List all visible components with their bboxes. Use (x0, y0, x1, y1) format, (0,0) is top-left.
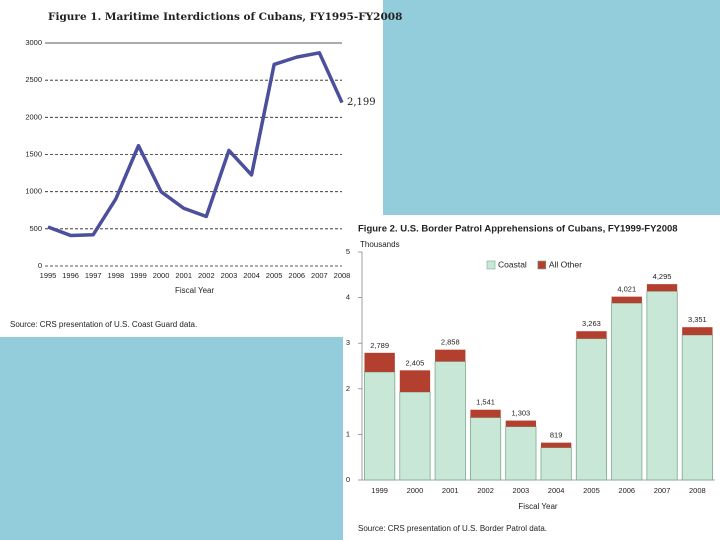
y-tick-label: 4 (346, 293, 350, 302)
bar-segment (681, 334, 713, 481)
source-note: Source: CRS presentation of U.S. Coast G… (10, 320, 197, 329)
y-tick-label: 2500 (25, 75, 42, 84)
total-label: 2,405 (406, 358, 425, 367)
total-label: 2,858 (441, 338, 460, 347)
bar-segment (435, 349, 466, 362)
total-label: 3,351 (688, 315, 707, 324)
y-tick-label: 2 (346, 384, 350, 393)
x-tick-label: 1997 (85, 271, 102, 280)
y-tick-label: 1 (346, 429, 350, 438)
chart-title: Figure 1. Maritime Interdictions of Cuba… (48, 11, 402, 23)
x-tick-label: 1999 (371, 486, 388, 495)
bar-segment (505, 426, 537, 481)
bar-segment (364, 352, 395, 372)
x-tick-label: 1999 (130, 271, 147, 280)
bar-segment (540, 442, 572, 448)
bar-segment (682, 327, 713, 335)
bar-segment (575, 338, 608, 481)
x-tick-label: 2008 (334, 271, 351, 280)
total-label: 4,295 (653, 272, 672, 281)
bar-segment (540, 447, 572, 481)
x-tick-label: 2002 (477, 486, 494, 495)
bar-segment (611, 296, 642, 304)
bar-segment (470, 409, 501, 418)
x-tick-label: 2002 (198, 271, 215, 280)
bar-segment (399, 391, 431, 481)
x-tick-label: 2005 (583, 486, 600, 495)
y-axis-unit: Thousands (360, 240, 400, 249)
total-label: 1,303 (511, 409, 530, 418)
bar-segment (469, 417, 502, 481)
legend-swatch (486, 260, 496, 270)
chart-title: Figure 2. U.S. Border Patrol Apprehensio… (358, 224, 678, 235)
bar-segment (646, 290, 678, 481)
x-axis-title: Fiscal Year (518, 502, 557, 511)
total-label: 1,541 (476, 398, 495, 407)
x-axis-title: Fiscal Year (175, 286, 214, 295)
legend-label: All Other (549, 259, 582, 269)
x-tick-label: 2008 (689, 486, 706, 495)
y-tick-label: 3 (346, 338, 350, 347)
x-tick-label: 2004 (243, 271, 260, 280)
x-tick-label: 2000 (407, 486, 424, 495)
legend-label: Coastal (498, 259, 527, 269)
x-tick-label: 1998 (108, 271, 125, 280)
total-label: 819 (550, 431, 563, 440)
bar-segment (576, 331, 607, 339)
total-label: 2,789 (370, 341, 389, 350)
x-tick-label: 2000 (153, 271, 170, 280)
x-tick-label: 2001 (442, 486, 459, 495)
y-tick-label: 1000 (25, 187, 42, 196)
x-tick-label: 1995 (40, 271, 57, 280)
legend-swatch (537, 260, 547, 270)
x-tick-label: 2001 (175, 271, 192, 280)
bar-segment (399, 370, 431, 392)
x-tick-label: 2003 (513, 486, 530, 495)
x-tick-label: 2007 (654, 486, 671, 495)
y-tick-label: 0 (346, 475, 350, 484)
x-tick-label: 1996 (62, 271, 79, 280)
line (47, 51, 344, 238)
y-tick-label: 500 (29, 224, 42, 233)
total-label: 4,021 (617, 285, 636, 294)
y-tick-label: 0 (38, 261, 42, 270)
y-tick-label: 1500 (25, 149, 42, 158)
x-tick-label: 2004 (548, 486, 565, 495)
x-tick-label: 2006 (288, 271, 305, 280)
y-tick-label: 2000 (25, 112, 42, 121)
data-label: 2,199 (347, 97, 376, 108)
total-label: 3,263 (582, 319, 601, 328)
x-tick-label: 2003 (221, 271, 238, 280)
bar-segment (611, 302, 643, 481)
x-tick-label: 2005 (266, 271, 283, 280)
source-note: Source: CRS presentation of U.S. Border … (358, 524, 547, 533)
bar-segment (364, 371, 396, 481)
y-tick-label: 5 (346, 247, 350, 256)
y-tick-label: 3000 (25, 38, 42, 47)
x-tick-label: 2007 (311, 271, 328, 280)
bar-segment (434, 361, 466, 481)
bar-segment (646, 284, 678, 292)
x-tick-label: 2006 (618, 486, 635, 495)
bar-segment (505, 420, 537, 427)
